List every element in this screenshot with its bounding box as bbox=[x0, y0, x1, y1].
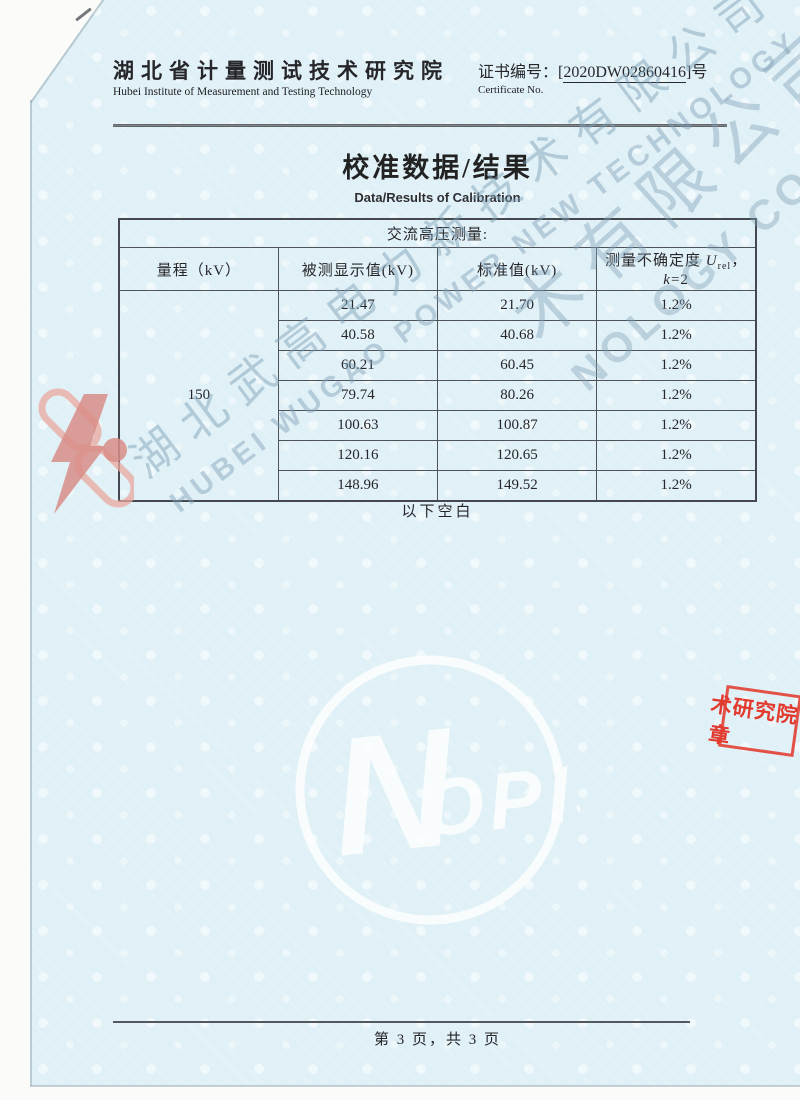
uncertainty-cell: 1.2% bbox=[596, 440, 757, 471]
institute-name-en: Hubei Institute of Measurement and Testi… bbox=[113, 86, 373, 98]
table-row: 150 21.47 21.70 1.2% bbox=[118, 290, 757, 502]
display-value-cell: 148.96 bbox=[277, 470, 439, 502]
uncertainty-label: 测量不确定度 bbox=[605, 253, 706, 269]
k-value: =2 bbox=[670, 272, 689, 288]
u-subscript: rel bbox=[717, 261, 732, 272]
uncertainty-cell: 1.2% bbox=[596, 410, 757, 441]
col-header-display: 被测显示值(kV) bbox=[277, 247, 439, 291]
standard-value-cell: 100.87 bbox=[436, 410, 598, 441]
uncertainty-comma: ， bbox=[731, 253, 748, 269]
k-symbol: k bbox=[663, 272, 671, 288]
institute-name-cn: 湖北省计量测试技术研究院 bbox=[113, 59, 449, 83]
display-value-cell: 40.58 bbox=[277, 320, 439, 351]
table-caption-row: 交流高压测量: bbox=[118, 218, 757, 248]
standard-value-cell: 149.52 bbox=[436, 470, 598, 502]
range-cell: 150 bbox=[118, 290, 279, 502]
blank-note: 以下空白 bbox=[401, 504, 474, 520]
standard-value-cell: 40.68 bbox=[436, 320, 598, 351]
paper-bottom-edge bbox=[30, 1085, 800, 1087]
table-row: 120.16 120.65 1.2% bbox=[119, 440, 757, 471]
page-number: 第 3 页，共 3 页 bbox=[373, 1032, 501, 1048]
page-title-cn: 校准数据/结果 bbox=[342, 153, 533, 183]
calibration-table: 交流高压测量: 量程（kV） 被测显示值(kV) 标准值(kV) 测量不确定度 … bbox=[118, 218, 757, 502]
standard-value-cell: 80.26 bbox=[436, 380, 598, 411]
certificate-number-label: 证书编号：[ bbox=[478, 64, 564, 81]
paper-left-edge bbox=[30, 100, 32, 1086]
display-value-cell: 120.16 bbox=[277, 440, 439, 471]
display-value-cell: 21.47 bbox=[277, 290, 439, 321]
footer-divider bbox=[113, 1021, 690, 1023]
u-symbol: U bbox=[705, 253, 718, 269]
uncertainty-cell: 1.2% bbox=[596, 350, 757, 381]
certificate-label-en: Certificate No. bbox=[478, 84, 544, 96]
uncertainty-cell: 1.2% bbox=[596, 290, 757, 321]
standard-value-cell: 21.70 bbox=[436, 290, 598, 321]
certificate-number-line: 证书编号：[2020DW02860416]号 bbox=[478, 58, 708, 83]
header-divider bbox=[113, 124, 727, 127]
display-value-cell: 79.74 bbox=[277, 380, 439, 411]
table-row: 40.58 40.68 1.2% bbox=[119, 320, 757, 351]
col-header-range: 量程（kV） bbox=[118, 247, 279, 291]
uncertainty-cell: 1.2% bbox=[596, 380, 757, 411]
table-row: 100.63 100.87 1.2% bbox=[119, 410, 757, 441]
paper bbox=[30, 0, 800, 1086]
standard-value-cell: 60.45 bbox=[436, 350, 598, 381]
table-row: 148.96 149.52 1.2% bbox=[119, 470, 757, 502]
page-title-en: Data/Results of Calibration bbox=[354, 190, 521, 205]
certificate-number: 2020DW02860416 bbox=[563, 64, 686, 83]
standard-value-cell: 120.65 bbox=[436, 440, 598, 471]
uncertainty-cell: 1.2% bbox=[596, 470, 757, 502]
table-caption: 交流高压测量: bbox=[118, 218, 757, 248]
col-header-uncertainty: 测量不确定度 Urel， k=2 bbox=[596, 247, 757, 291]
col-header-standard: 标准值(kV) bbox=[436, 247, 598, 291]
table-row: 60.21 60.45 1.2% bbox=[119, 350, 757, 381]
uncertainty-cell: 1.2% bbox=[596, 320, 757, 351]
table-row: 79.74 80.26 1.2% bbox=[119, 380, 757, 411]
display-value-cell: 60.21 bbox=[277, 350, 439, 381]
certificate-number-suffix: ]号 bbox=[686, 64, 708, 81]
table-header-row: 量程（kV） 被测显示值(kV) 标准值(kV) 测量不确定度 Urel， k=2 bbox=[118, 247, 757, 291]
display-value-cell: 100.63 bbox=[277, 410, 439, 441]
institute-seal-stamp: 术研究院 章 bbox=[707, 685, 800, 757]
